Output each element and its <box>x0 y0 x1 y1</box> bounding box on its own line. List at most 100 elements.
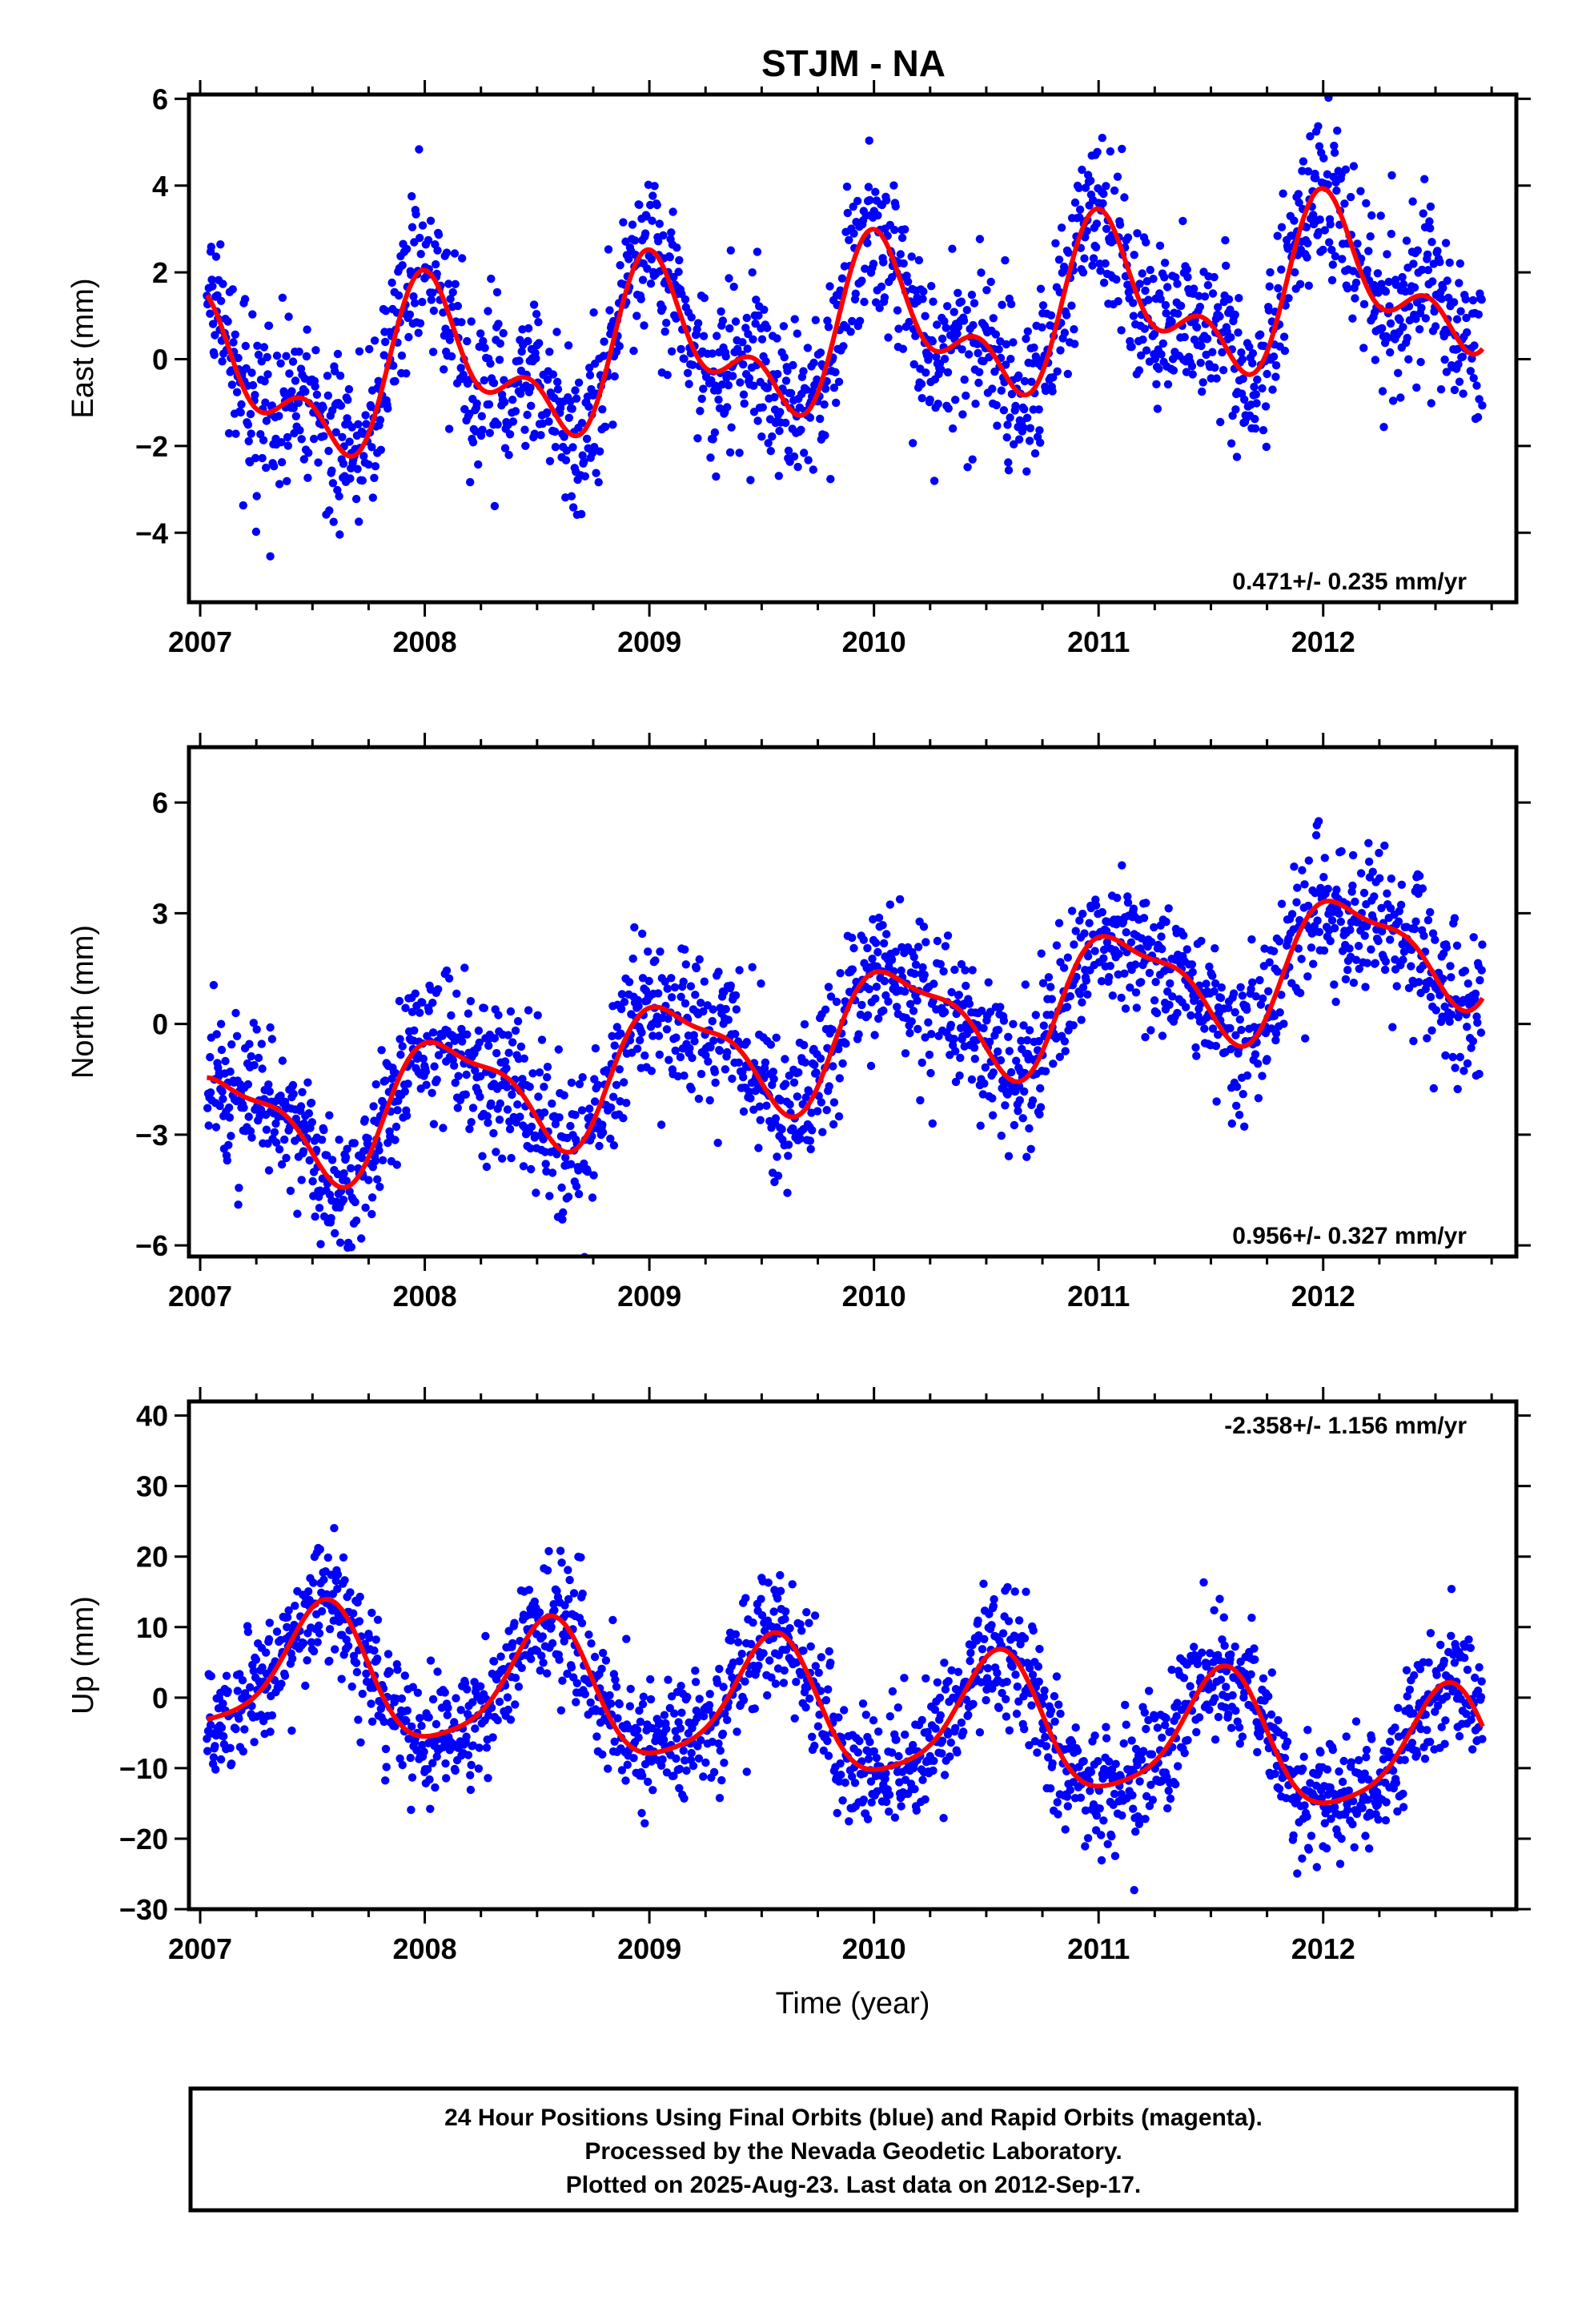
north-data-point <box>1139 914 1149 923</box>
north-data-point <box>375 1146 383 1155</box>
north-data-point <box>709 1005 717 1014</box>
up-data-point <box>539 1659 548 1667</box>
north-data-point <box>335 1136 343 1144</box>
east-data-point <box>418 297 427 307</box>
east-data-point <box>1199 378 1207 387</box>
north-data-point <box>785 1072 793 1080</box>
east-data-point <box>1167 317 1176 326</box>
east-data-point <box>367 443 376 452</box>
east-data-point <box>440 365 448 374</box>
north-data-point <box>622 1099 631 1108</box>
north-data-point <box>667 974 676 983</box>
north-data-point <box>769 1068 777 1076</box>
up-data-point <box>548 1638 557 1648</box>
east-data-point <box>999 406 1009 415</box>
east-data-point <box>1359 344 1368 352</box>
east-data-point <box>515 356 524 365</box>
east-data-point <box>1027 377 1036 386</box>
north-data-point <box>231 1008 240 1018</box>
north-data-point <box>692 963 701 973</box>
up-data-point <box>301 1681 310 1691</box>
east-data-point <box>940 355 950 364</box>
east-data-point <box>1141 286 1150 296</box>
east-data-point <box>1433 247 1442 255</box>
east-data-point <box>974 378 983 388</box>
east-data-point <box>708 349 717 358</box>
up-data-point <box>567 1663 576 1672</box>
north-data-point <box>1304 856 1314 865</box>
north-data-point <box>1041 1067 1050 1076</box>
north-data-point <box>460 963 469 972</box>
north-data-point <box>769 1075 778 1084</box>
north-data-point <box>615 1065 624 1074</box>
north-data-point <box>1447 973 1456 982</box>
east-data-point <box>1030 449 1040 458</box>
east-data-point <box>568 404 576 413</box>
up-data-point <box>203 1747 212 1755</box>
east-data-point <box>551 443 560 452</box>
up-data-point <box>451 1766 460 1775</box>
up-data-point <box>621 1776 630 1785</box>
north-data-point <box>665 1055 673 1064</box>
north-data-point <box>939 967 948 976</box>
north-data-point <box>396 1035 404 1043</box>
east-data-point <box>1224 295 1234 304</box>
north-data-point <box>462 1070 471 1080</box>
east-data-point <box>262 463 271 472</box>
up-data-point <box>824 1751 833 1760</box>
east-data-point <box>553 377 562 387</box>
up-data-point <box>718 1729 728 1739</box>
up-data-point <box>572 1698 580 1707</box>
up-data-point <box>1002 1712 1011 1721</box>
east-data-point <box>1455 377 1464 386</box>
east-data-point <box>560 432 568 441</box>
east-data-point <box>630 236 640 245</box>
up-data-point <box>572 1679 581 1687</box>
east-data-point <box>361 411 370 420</box>
up-data-point <box>781 1614 789 1623</box>
east-data-point <box>1106 147 1115 156</box>
east-data-point <box>1373 269 1383 278</box>
up-data-point <box>837 1771 845 1779</box>
north-data-point <box>1427 1026 1436 1035</box>
north-data-point <box>1102 938 1112 947</box>
east-data-point <box>323 391 332 400</box>
east-data-point <box>879 258 888 267</box>
east-data-point <box>1138 269 1146 278</box>
east-x-tick-label: 2010 <box>842 625 906 658</box>
up-data-point <box>576 1553 585 1562</box>
north-data-point <box>246 1127 255 1136</box>
east-data-point <box>551 427 560 436</box>
up-data-point <box>677 1708 686 1717</box>
up-data-point <box>821 1695 831 1705</box>
east-data-point <box>508 417 518 426</box>
north-data-point <box>1038 979 1048 987</box>
north-data-point <box>1237 1025 1246 1035</box>
up-data-point <box>362 1669 371 1679</box>
north-y-axis-label: North (mm) <box>66 925 100 1079</box>
east-data-point <box>208 320 218 328</box>
east-data-point <box>654 237 663 246</box>
east-data-point <box>1330 141 1339 151</box>
east-data-point <box>652 200 661 210</box>
north-data-point <box>1411 917 1420 926</box>
east-data-point <box>1088 261 1097 270</box>
north-data-point <box>1251 992 1261 1001</box>
north-data-point <box>654 989 663 998</box>
east-data-point <box>898 344 908 353</box>
east-data-point <box>1291 267 1299 277</box>
east-data-point <box>899 259 908 268</box>
up-data-point <box>325 1625 335 1634</box>
east-data-point <box>216 240 225 249</box>
up-data-point <box>597 1664 606 1674</box>
north-data-point <box>745 1088 754 1096</box>
north-data-point <box>1341 975 1351 984</box>
east-data-point <box>875 304 884 312</box>
east-data-point <box>975 368 984 376</box>
east-data-point <box>428 348 438 356</box>
north-data-point <box>632 1044 642 1053</box>
north-data-point <box>812 1068 821 1077</box>
north-data-point <box>527 1122 536 1132</box>
north-data-point <box>988 1094 997 1103</box>
east-data-point <box>429 306 439 316</box>
